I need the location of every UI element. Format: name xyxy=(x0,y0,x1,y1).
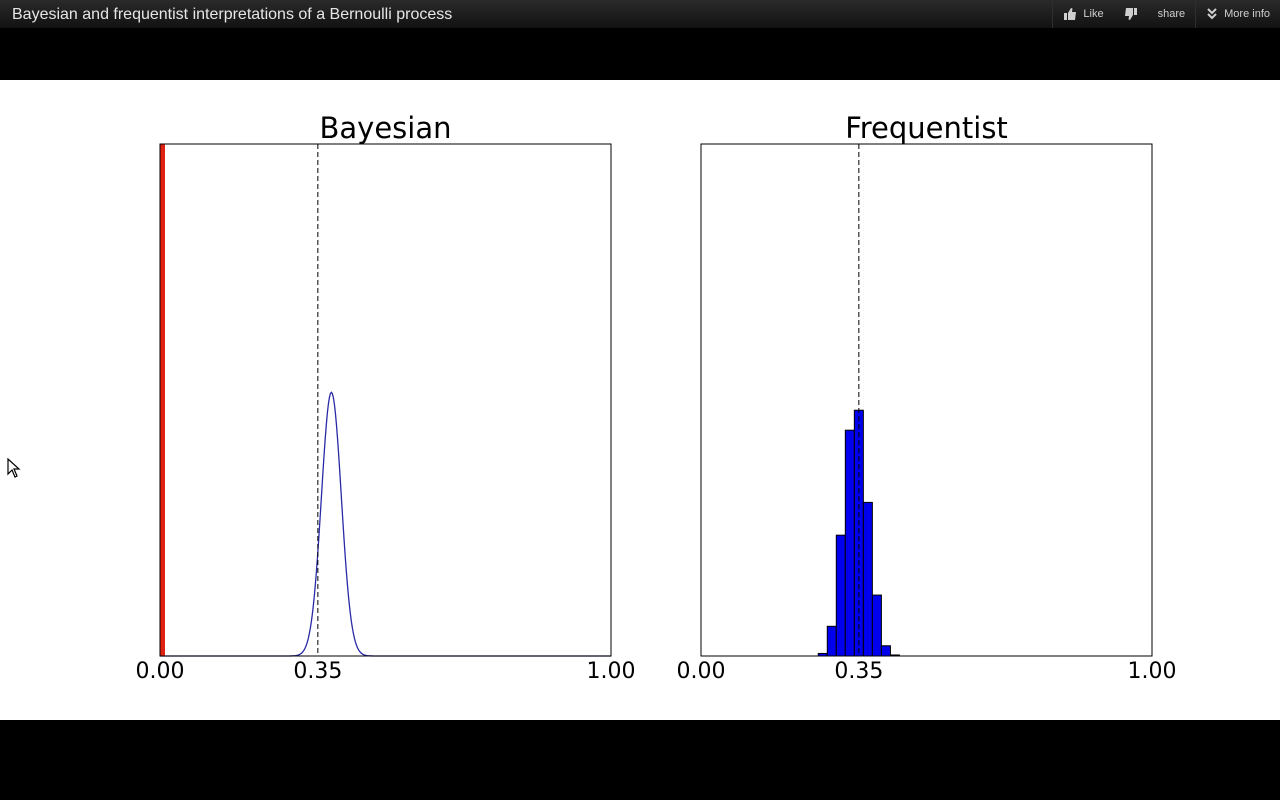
histogram-bar-7 xyxy=(880,645,891,657)
x-tick-label: 0.00 xyxy=(677,659,726,684)
histogram-bar-2 xyxy=(835,534,846,657)
thumbs-down-icon xyxy=(1124,7,1138,21)
thumbs-up-icon xyxy=(1063,7,1077,21)
video-actions: Like share More info xyxy=(1052,0,1280,28)
frequentist-plot: Frequentist 0.00 0.35 1.00 xyxy=(677,111,1177,684)
more-info-button[interactable]: More info xyxy=(1195,0,1280,28)
axes-frame xyxy=(700,143,1153,657)
video-top-bar: Bayesian and frequentist interpretations… xyxy=(0,0,1280,28)
histogram-bar-6 xyxy=(871,594,882,657)
histogram-bar-5 xyxy=(862,501,873,657)
x-tick-label: 0.35 xyxy=(834,659,883,684)
chart-title: Frequentist xyxy=(845,111,1008,145)
x-tick-label: 1.00 xyxy=(1128,659,1177,684)
chart-title: Bayesian xyxy=(320,111,452,145)
like-label: Like xyxy=(1083,8,1104,20)
like-button[interactable]: Like xyxy=(1052,0,1113,28)
axes-frame xyxy=(159,143,612,657)
mouse-pointer-icon xyxy=(7,457,21,483)
x-tick-label: 1.00 xyxy=(587,659,636,684)
histogram-bar-1 xyxy=(826,625,837,657)
x-tick-label: 0.35 xyxy=(293,659,342,684)
bayesian-plot: Bayesian 0.00 0.35 1.00 xyxy=(136,111,636,684)
video-frame[interactable]: Bayesian 0.00 0.35 1.00 Frequentist 0.00 0.35 1… xyxy=(0,80,1280,720)
share-label: share xyxy=(1157,8,1186,20)
video-title[interactable]: Bayesian and frequentist interpretations… xyxy=(12,6,453,23)
series-line-0 xyxy=(160,391,611,657)
x-tick-label: 0.00 xyxy=(136,659,185,684)
share-button[interactable]: share xyxy=(1148,0,1196,28)
red-marker-bar xyxy=(160,144,165,656)
double-chevron-down-icon xyxy=(1206,8,1218,20)
more-info-label: More info xyxy=(1224,8,1270,20)
histogram-bar-3 xyxy=(844,429,855,657)
charts-canvas: Bayesian 0.00 0.35 1.00 Frequentist 0.00 0.35 1… xyxy=(136,111,1177,684)
dislike-button[interactable] xyxy=(1114,0,1148,28)
